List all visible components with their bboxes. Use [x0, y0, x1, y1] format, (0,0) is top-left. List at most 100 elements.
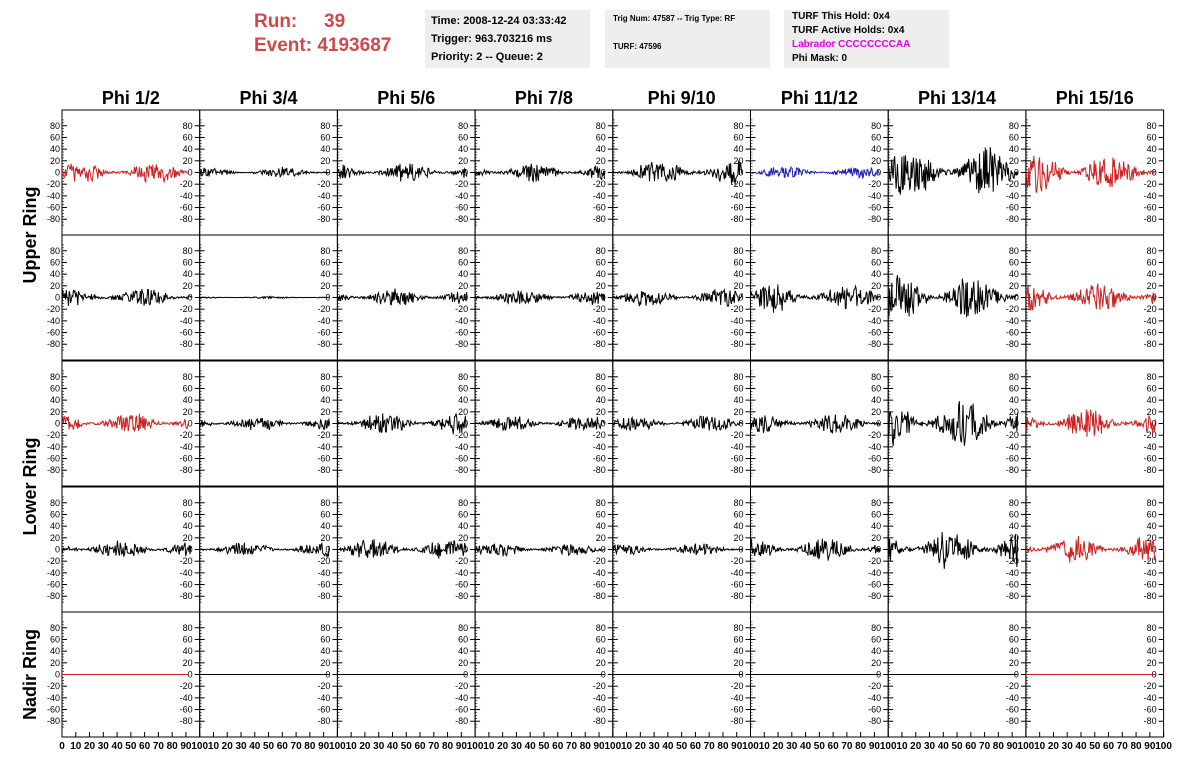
y-tick-label: -20	[1006, 681, 1019, 691]
x-tick-label: 100	[191, 741, 208, 752]
y-tick-label: 60	[183, 383, 193, 393]
y-tick-label: -40	[1144, 568, 1157, 578]
y-tick-label: -60	[1006, 580, 1019, 590]
x-tick-label: 10	[1034, 741, 1046, 752]
x-tick-label: 30	[924, 741, 936, 752]
y-tick-label: -20	[455, 179, 468, 189]
y-tick-label: 60	[596, 634, 606, 644]
x-tick-label: 20	[910, 741, 922, 752]
y-tick-label: -40	[1144, 693, 1157, 703]
y-tick-label: -20	[47, 179, 60, 189]
y-tick-label: -60	[868, 705, 881, 715]
x-tick-label: 70	[841, 741, 853, 752]
y-tick-label: -40	[730, 316, 743, 326]
y-tick-label: 60	[871, 509, 881, 519]
y-tick-label: 80	[871, 121, 881, 131]
waveform-trace	[887, 401, 1019, 446]
y-tick-label: -60	[180, 705, 193, 715]
y-tick-label: -80	[47, 465, 60, 475]
x-tick-label: 80	[580, 741, 592, 752]
column-title: Phi 11/12	[781, 88, 858, 108]
y-tick-label: 60	[733, 257, 743, 267]
x-tick-label: 40	[249, 741, 261, 752]
y-tick-label: 80	[733, 372, 743, 382]
x-tick-label: 90	[869, 741, 881, 752]
y-tick-label: -60	[593, 454, 606, 464]
y-tick-label: 80	[871, 623, 881, 633]
y-tick-label: -80	[1006, 339, 1019, 349]
y-tick-label: 80	[733, 498, 743, 508]
x-tick-label: 40	[800, 741, 812, 752]
waveform-trace	[61, 413, 190, 432]
y-tick-label: -40	[47, 191, 60, 201]
y-tick-label: 20	[871, 658, 881, 668]
y-tick-label: -20	[868, 556, 881, 566]
y-tick-label: 40	[183, 521, 193, 531]
y-tick-label: -80	[730, 465, 743, 475]
y-tick-label: -80	[868, 465, 881, 475]
y-tick-label: -60	[1006, 203, 1019, 213]
y-tick-label: 60	[458, 132, 468, 142]
x-tick-label: 40	[662, 741, 674, 752]
y-tick-label: 80	[183, 121, 193, 131]
y-tick-label: 80	[1147, 498, 1157, 508]
waveform-trace	[1025, 409, 1156, 437]
y-tick-label: 0	[55, 293, 60, 303]
x-tick-label: 90	[593, 741, 605, 752]
y-tick-label: 60	[320, 509, 330, 519]
y-tick-label: 40	[50, 646, 60, 656]
x-tick-label: 70	[428, 741, 440, 752]
y-tick-label: 20	[320, 407, 330, 417]
y-tick-label: -60	[1144, 705, 1157, 715]
waveform-trace	[887, 147, 1019, 195]
y-tick-label: -60	[868, 454, 881, 464]
y-tick-label: 40	[1147, 269, 1157, 279]
y-tick-label: -80	[455, 591, 468, 601]
y-tick-label: -20	[868, 179, 881, 189]
y-tick-label: 80	[183, 623, 193, 633]
y-tick-label: 80	[50, 246, 60, 256]
x-tick-label: 20	[222, 741, 234, 752]
y-tick-label: 20	[50, 281, 60, 291]
y-tick-label: -20	[317, 556, 330, 566]
y-tick-label: -20	[1144, 179, 1157, 189]
y-tick-label: -80	[1144, 465, 1157, 475]
y-tick-label: 60	[320, 383, 330, 393]
run-value: 39	[324, 11, 346, 32]
y-tick-label: 80	[183, 246, 193, 256]
y-tick-label: -20	[868, 681, 881, 691]
y-tick-label: 80	[871, 246, 881, 256]
waveform-trace	[1025, 283, 1156, 311]
y-tick-label: -80	[455, 339, 468, 349]
priority-text: Priority: 2 -- Queue: 2	[431, 51, 543, 63]
y-tick-label: 40	[596, 269, 606, 279]
y-tick-label: -20	[593, 556, 606, 566]
y-tick-label: 80	[50, 372, 60, 382]
y-tick-label: 60	[50, 634, 60, 644]
column-title: Phi 1/2	[102, 88, 160, 108]
y-tick-label: -80	[730, 591, 743, 601]
y-tick-label: 40	[1009, 646, 1019, 656]
y-tick-label: 80	[733, 121, 743, 131]
y-tick-label: 80	[458, 121, 468, 131]
x-tick-label: 60	[139, 741, 151, 752]
x-tick-label: 20	[84, 741, 96, 752]
y-tick-label: -80	[47, 214, 60, 224]
y-tick-label: 40	[320, 521, 330, 531]
y-tick-label: -20	[180, 304, 193, 314]
time-text: Time: 2008-12-24 03:33:42	[431, 15, 567, 27]
y-tick-label: -40	[730, 442, 743, 452]
y-tick-label: 40	[458, 269, 468, 279]
y-tick-label: 40	[1147, 521, 1157, 531]
y-tick-label: -20	[180, 556, 193, 566]
x-tick-label: 70	[153, 741, 165, 752]
y-tick-label: 20	[596, 156, 606, 166]
x-tick-label: 10	[483, 741, 495, 752]
y-tick-label: -80	[730, 716, 743, 726]
y-tick-label: 60	[183, 257, 193, 267]
y-tick-label: -40	[1006, 693, 1019, 703]
y-tick-label: 80	[50, 498, 60, 508]
y-tick-label: -20	[47, 681, 60, 691]
y-tick-label: -40	[455, 442, 468, 452]
y-tick-label: -40	[1144, 442, 1157, 452]
